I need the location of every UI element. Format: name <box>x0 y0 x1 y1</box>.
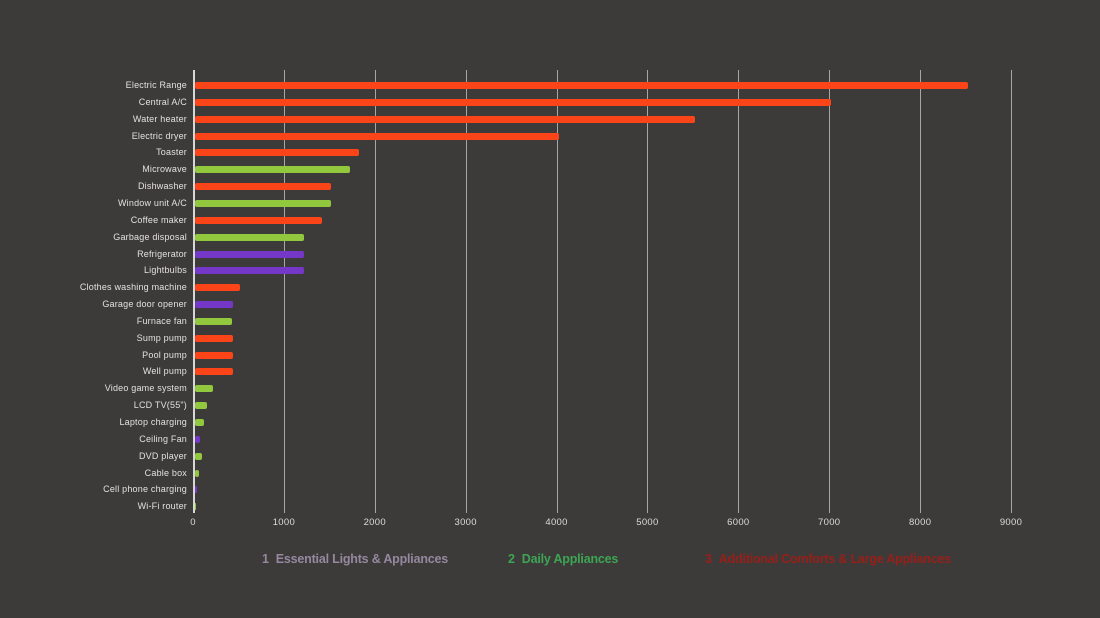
bar <box>195 469 200 477</box>
bar <box>195 368 234 376</box>
legend-item-number: 2 <box>508 552 515 566</box>
y-axis-label: Well pump <box>142 366 187 377</box>
bar <box>195 132 559 140</box>
bar <box>195 149 359 157</box>
bar <box>195 452 202 460</box>
gridline <box>556 70 558 513</box>
x-axis-tick-label: 3000 <box>454 517 477 528</box>
x-axis-tick-label: 5000 <box>636 517 659 528</box>
x-axis-tick-label: 0 <box>190 517 196 528</box>
x-axis-tick-label: 9000 <box>999 517 1023 528</box>
bar <box>195 250 305 258</box>
y-axis-label: Clothes washing machine <box>79 282 187 293</box>
y-axis-label: LCD TV(55") <box>133 400 187 411</box>
y-axis-label: Coffee maker <box>130 214 187 225</box>
y-axis-label: DVD player <box>138 450 187 461</box>
bar <box>195 402 207 410</box>
x-axis-tick-labels: 0 1000 2000 3000 4000 5000 6000 7000 8000 9000 <box>190 517 1022 531</box>
x-axis-tick-label: 1000 <box>272 517 296 528</box>
gridline <box>465 70 467 513</box>
y-axis-label: Toaster <box>156 147 187 158</box>
y-axis-label: Electric Range <box>125 80 187 90</box>
legend-item-label: Additional Comforts & Large Appliances <box>718 552 952 566</box>
gridline <box>920 70 922 513</box>
bar <box>195 503 196 511</box>
bar <box>195 284 241 292</box>
bar <box>195 334 234 342</box>
y-axis-label: Water heater <box>132 113 187 124</box>
y-axis-labels: Electric Range Central A/C Water heater Ele… <box>0 70 187 513</box>
y-axis-label: Garage door opener <box>102 299 187 310</box>
bar <box>195 166 350 174</box>
y-axis-label: Furnace fan <box>136 315 187 326</box>
y-axis-label: Microwave <box>142 164 187 175</box>
plot-area <box>193 70 1012 513</box>
bar <box>195 183 332 191</box>
bar <box>195 98 832 106</box>
y-axis-label: Sump pump <box>136 332 187 343</box>
bar <box>195 199 332 207</box>
bar <box>195 419 205 426</box>
y-axis-line <box>193 70 195 513</box>
y-axis-label: Central A/C <box>138 96 187 107</box>
y-axis-label: Wi-Fi router <box>137 501 187 512</box>
legend-item: 1 Essential Lights & Appliances <box>262 552 448 566</box>
y-axis-label: Cell phone charging <box>103 484 187 495</box>
x-axis-tick-label: 6000 <box>727 517 750 528</box>
bar <box>195 301 234 309</box>
gridline <box>1011 70 1012 513</box>
x-axis-tick-label: 7000 <box>818 517 841 528</box>
y-axis-label: Pool pump <box>142 349 187 360</box>
gridline <box>647 70 649 513</box>
legend-item-label: Essential Lights & Appliances <box>275 552 449 566</box>
bar <box>195 82 968 89</box>
legend-item: 3 Additional Comforts & Large Appliances <box>705 552 951 566</box>
bar <box>195 351 234 359</box>
x-axis-tick-label: 8000 <box>908 517 932 528</box>
bar <box>195 115 695 123</box>
y-axis-label: Dishwasher <box>137 181 187 192</box>
x-axis-tick-label: 2000 <box>363 517 386 528</box>
y-axis-label: Ceiling Fan <box>139 433 187 444</box>
y-axis-label: Lightbulbs <box>143 265 187 276</box>
y-axis-label: Window unit A/C <box>117 197 187 208</box>
bar <box>195 486 198 494</box>
y-axis-label: Electric dryer <box>131 130 187 141</box>
bar <box>195 267 305 275</box>
legend-item-number: 3 <box>705 552 712 566</box>
bar <box>195 317 233 325</box>
legend-item-label: Daily Appliances <box>521 552 619 566</box>
y-axis-label: Laptop charging <box>119 417 187 427</box>
gridline <box>374 70 376 513</box>
y-axis-label: Cable box <box>144 467 187 478</box>
legend-item-number: 1 <box>262 552 269 566</box>
gridline <box>829 70 831 513</box>
legend-item: 2 Daily Appliances <box>508 552 618 566</box>
gridline <box>738 70 740 513</box>
gridline <box>283 70 285 513</box>
y-axis-label: Garbage disposal <box>113 231 187 242</box>
y-axis-label: Video game system <box>104 383 187 394</box>
legend: 1 Essential Lights & Appliances 2 Daily App… <box>0 552 1100 572</box>
bar <box>195 216 323 224</box>
x-axis-tick-label: 4000 <box>545 517 568 528</box>
bar <box>195 435 201 443</box>
bar <box>195 385 214 393</box>
bar <box>195 233 305 241</box>
y-axis-label: Refrigerator <box>137 248 187 259</box>
